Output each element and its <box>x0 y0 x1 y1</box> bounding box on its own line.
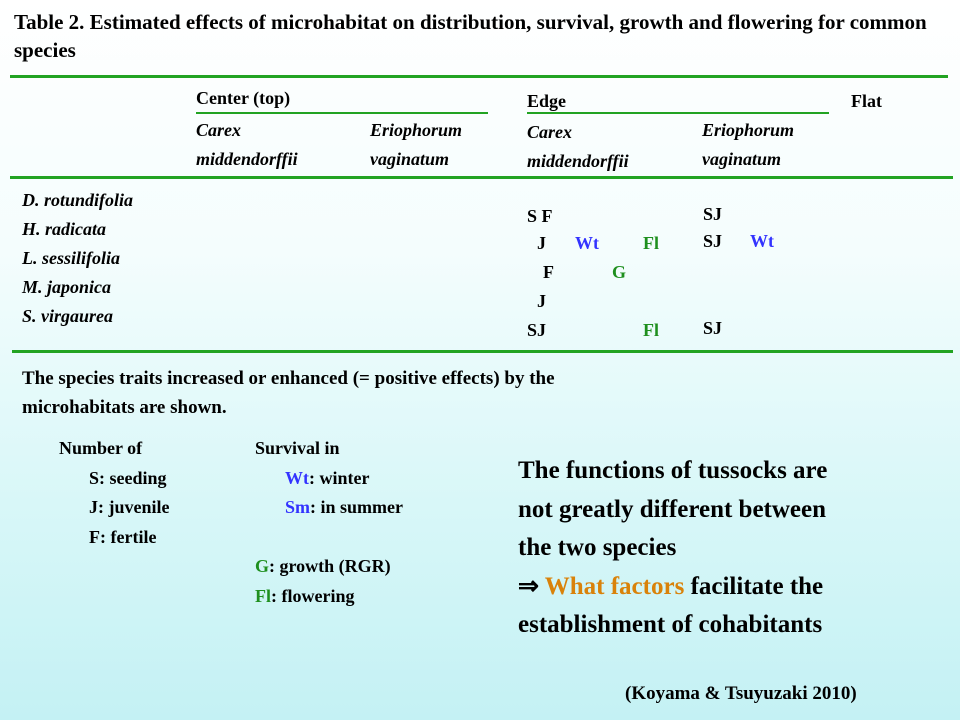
citation: (Koyama & Tsuyuzaki 2010) <box>625 683 857 704</box>
species-row: H. radicata <box>22 219 106 239</box>
legend-item: G: growth (RGR) <box>255 556 391 576</box>
cell-edge-eriophorum-b: Wt <box>750 231 774 251</box>
cell-edge-carex-a: J <box>537 233 546 253</box>
cell-edge-eriophorum-a: SJ <box>703 204 723 224</box>
header-center-eriophorum: Eriophorum vaginatum <box>370 120 463 169</box>
bottom-rule <box>12 350 953 353</box>
edge-underline <box>527 112 829 114</box>
explanation-note: The species traits increased or enhanced… <box>22 368 555 418</box>
highlight-what-factors: What factors <box>544 572 685 600</box>
table-title: Table 2. Estimated effects of microhabit… <box>14 10 927 62</box>
legend-item: S: seeding <box>89 467 167 488</box>
species-row: L. sessilifolia <box>22 248 120 268</box>
legend-number-head: Number of <box>59 438 143 458</box>
header-edge-eriophorum: Eriophorum vaginatum <box>702 120 795 169</box>
header-center-carex: Carex middendorffii <box>196 120 298 169</box>
conclusion-text: The functions of tussocks are not greatl… <box>518 457 828 638</box>
species-list: D. rotundifolia H. radicata L. sessilifo… <box>22 186 133 331</box>
header-edge: Edge <box>527 91 567 111</box>
legend-item: J: juvenile <box>89 497 170 517</box>
cell-edge-carex-a: J <box>537 291 546 311</box>
center-underline <box>196 112 488 114</box>
cell-edge-carex-a: S F <box>527 206 553 226</box>
cell-edge-eriophorum-a: SJ <box>703 231 723 251</box>
legend-survival: Survival in Wt: winter Sm: in summer G: … <box>255 434 403 611</box>
header-edge-carex: Carex middendorffii <box>527 122 629 171</box>
top-rule <box>10 75 948 78</box>
cell-edge-carex-c: Fl <box>643 233 659 253</box>
cell-edge-carex-b: G <box>612 262 627 282</box>
legend-survival-head: Survival in <box>255 438 340 458</box>
cell-edge-carex-a: F <box>543 262 554 282</box>
species-row: D. rotundifolia <box>22 190 134 210</box>
header-center: Center (top) <box>196 88 291 108</box>
cell-edge-carex-c: Fl <box>643 320 659 340</box>
legend-item: F: fertile <box>89 526 157 547</box>
cell-edge-carex-b: Wt <box>575 233 599 253</box>
header-flat: Flat <box>851 91 882 111</box>
species-row: M. japonica <box>22 277 112 297</box>
header-rule <box>10 176 953 179</box>
cell-edge-carex-a: SJ <box>527 320 547 340</box>
legend-number: Number of S: seeding J: juvenile F: fert… <box>59 434 170 552</box>
cell-edge-eriophorum-a: SJ <box>703 318 723 338</box>
legend-item: Wt: winter <box>285 467 370 488</box>
legend-item: Fl: flowering <box>255 585 355 606</box>
legend-item: Sm: in summer <box>285 497 404 517</box>
species-row: S. virgaurea <box>22 306 114 326</box>
